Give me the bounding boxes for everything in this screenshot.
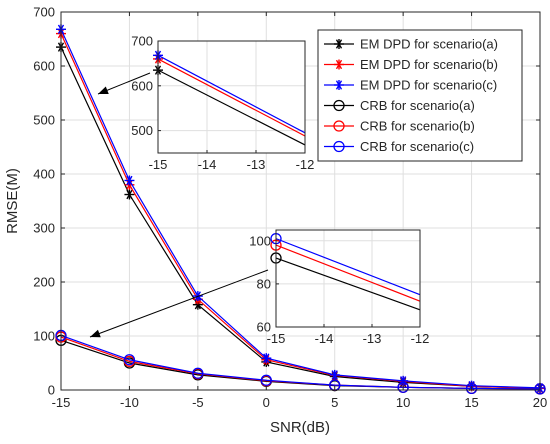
legend-entry: EM DPD for scenario(a) — [324, 37, 498, 52]
inset-series-line — [275, 257, 421, 311]
inset-x-tick-label: -15 — [267, 331, 286, 346]
legend-entry: CRB for scenario(b) — [324, 119, 475, 134]
y-tick-label: 100 — [33, 329, 55, 344]
legend-entry: CRB for scenario(a) — [324, 98, 475, 113]
legend-label: CRB for scenario(b) — [360, 119, 475, 134]
y-tick-label: 200 — [33, 275, 55, 290]
legend-label: EM DPD for scenario(c) — [360, 78, 497, 93]
legend-marker — [333, 120, 345, 132]
inset-series-line — [275, 244, 421, 302]
x-tick-label: 10 — [396, 395, 410, 410]
legend: EM DPD for scenario(a) EM DPD for scenari… — [317, 29, 523, 162]
legend-marker — [333, 140, 345, 153]
data-point — [261, 353, 272, 364]
inset-series-line — [157, 69, 306, 146]
y-tick-label: 700 — [33, 5, 55, 20]
y-tick-label: 400 — [33, 167, 55, 182]
inset-x-tick-label: -14 — [315, 331, 334, 346]
inset-x-tick-label: -13 — [363, 331, 382, 346]
inset-background — [276, 230, 420, 327]
inset-series-line — [157, 58, 306, 137]
x-tick-label: -5 — [192, 395, 204, 410]
annotation-arrows — [89, 72, 269, 338]
legend-label: EM DPD for scenario(a) — [360, 37, 498, 52]
inset-y-tick-label: 100 — [249, 233, 271, 248]
data-point — [398, 375, 409, 386]
data-point — [124, 175, 135, 186]
x-tick-label: 15 — [464, 395, 478, 410]
legend-marker — [334, 59, 344, 70]
inset-y-tick-label: 500 — [131, 123, 153, 138]
legend-label: CRB for scenario(c) — [360, 139, 474, 154]
inset-y-tick-label: 700 — [131, 34, 153, 49]
inset-frame — [275, 229, 421, 328]
data-point — [465, 382, 478, 395]
inset-y-tick-label: 600 — [131, 78, 153, 93]
x-tick-label: 20 — [533, 395, 547, 410]
x-tick-label: 5 — [331, 395, 338, 410]
inset-x-tick-label: -15 — [149, 157, 168, 172]
legend-label: EM DPD for scenario(b) — [360, 57, 498, 72]
data-point — [397, 381, 409, 393]
x-tick-label: -10 — [120, 395, 139, 410]
plot-frame — [60, 11, 541, 391]
series-line — [60, 29, 541, 389]
legend-entry: EM DPD for scenario(c) — [324, 78, 497, 93]
data-point — [329, 369, 340, 380]
inset-lower: -15 -14 -13 -12 60 80 100 — [249, 229, 430, 346]
inset-x-tick-label: -14 — [198, 157, 217, 172]
arrow-upper — [97, 72, 151, 95]
series-layer — [55, 24, 546, 395]
series-line — [60, 334, 541, 390]
inset-x-tick-label: -13 — [247, 157, 266, 172]
data-point — [192, 367, 204, 379]
legend-box — [317, 29, 523, 162]
y-tick-label: 300 — [33, 221, 55, 236]
arrow-lower — [89, 269, 269, 338]
y-tick-label: 0 — [48, 383, 55, 398]
legend-marker — [333, 99, 345, 112]
legend-marker — [334, 80, 344, 90]
data-point — [260, 374, 272, 386]
legend-entry: EM DPD for scenario(b) — [324, 57, 498, 72]
inset-y-tick-label: 80 — [257, 276, 271, 291]
inset-frame — [157, 40, 306, 154]
y-tick-label: 500 — [33, 113, 55, 128]
data-point — [123, 354, 136, 366]
inset-x-tick-label: -12 — [296, 157, 315, 172]
y-tick-label: 600 — [33, 59, 55, 74]
x-axis-label: SNR(dB) — [270, 419, 330, 436]
x-tick-label: -15 — [52, 395, 71, 410]
inset-series-line — [157, 54, 306, 134]
data-point — [124, 189, 135, 200]
legend-entry: CRB for scenario(c) — [324, 139, 474, 154]
x-tick-label: 0 — [263, 395, 270, 410]
inset-upper: -15 -14 -13 -12 500 600 700 — [131, 34, 314, 173]
inset-x-tick-label: -12 — [411, 331, 430, 346]
y-axis-label: RMSE(M) — [4, 168, 21, 234]
legend-label: CRB for scenario(a) — [360, 98, 475, 113]
inset-series-line — [275, 238, 421, 296]
inset-y-tick-label: 60 — [257, 320, 271, 335]
legend-marker — [334, 39, 344, 49]
